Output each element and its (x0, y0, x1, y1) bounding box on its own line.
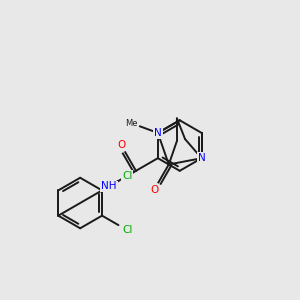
Text: Cl: Cl (122, 171, 133, 181)
Text: O: O (117, 140, 125, 150)
Text: O: O (150, 184, 158, 195)
Text: Me: Me (125, 118, 137, 127)
Text: N: N (154, 128, 162, 138)
Text: Cl: Cl (122, 225, 133, 235)
Text: N: N (198, 153, 206, 163)
Text: NH: NH (101, 181, 117, 191)
